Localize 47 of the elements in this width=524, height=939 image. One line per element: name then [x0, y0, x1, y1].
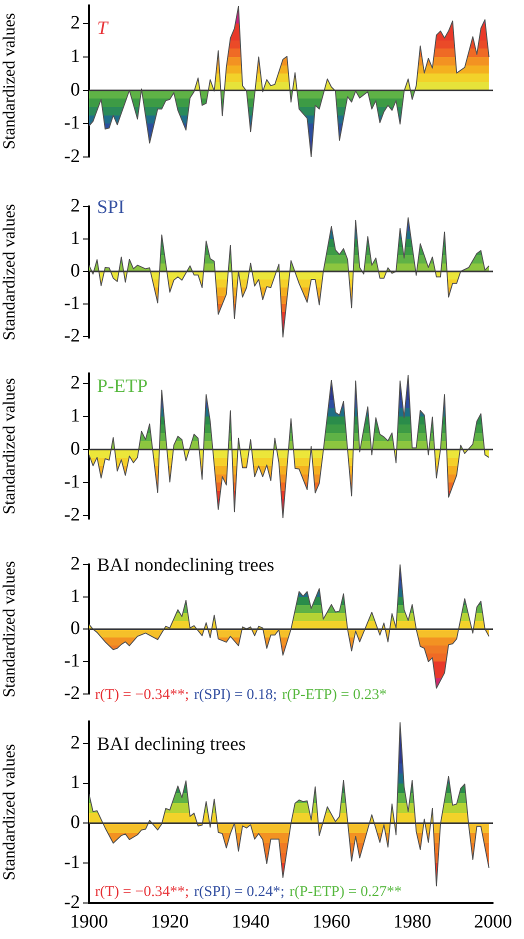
- y-tick-label: 2: [70, 732, 80, 754]
- y-tick-label: -1: [64, 471, 80, 492]
- y-tick-label: -1: [64, 852, 80, 873]
- y-axis-title: Standardized values: [0, 744, 19, 880]
- text: T: [97, 18, 108, 40]
- y-tick-label: -1: [64, 112, 80, 134]
- y-tick-label: 1: [70, 586, 80, 607]
- y-tick-label: 2: [70, 12, 80, 34]
- y-tick-label: -1: [64, 650, 80, 672]
- y-tick-label: 1: [70, 405, 80, 426]
- y-tick-label: -2: [64, 325, 80, 346]
- annotation: r(T) = −0.34**;: [95, 687, 189, 704]
- y-tick-label: 0: [70, 260, 80, 282]
- y-tick-label: 2: [70, 372, 80, 394]
- y-tick-label: 0: [70, 618, 80, 640]
- y-tick-label: 1: [70, 46, 80, 67]
- y-tick-label: 1: [70, 772, 80, 793]
- y-tick-label: -2: [64, 682, 80, 704]
- y-tick-label: 0: [70, 812, 80, 833]
- annotation: r(SPI) = 0.24*;: [194, 884, 285, 900]
- chart-title: BAI nondeclining trees: [97, 555, 274, 578]
- chart-title: P-ETP: [97, 376, 148, 398]
- y-tick-label: 0: [70, 79, 80, 100]
- x-tick-label: 1980: [393, 911, 432, 932]
- y-tick-label: -2: [64, 504, 80, 526]
- y-tick-label: 2: [70, 195, 80, 216]
- annotation: r(P-ETP) = 0.23*: [282, 687, 387, 704]
- x-tick-label: 1920: [150, 911, 189, 932]
- y-axis-title: Standardized values: [0, 12, 19, 150]
- x-tick-label: 1960: [312, 911, 350, 932]
- y-tick-label: 0: [70, 438, 80, 460]
- chart-title: SPI: [97, 197, 124, 220]
- x-tick-label: 1940: [232, 911, 270, 932]
- x-tick-label: 2000: [474, 911, 512, 932]
- annotation: r(SPI) = 0.18;: [194, 687, 278, 704]
- y-tick-label: 2: [70, 553, 80, 574]
- y-tick-label: -1: [64, 292, 80, 314]
- annotation: r(P-ETP) = 0.27**: [290, 884, 402, 900]
- text: BAI declining trees: [97, 734, 246, 756]
- y-tick-label: 1: [70, 228, 80, 249]
- y-axis-title: Standardized values: [0, 560, 19, 698]
- y-axis-title: Standardized values: [0, 378, 19, 514]
- y-tick-label: -2: [64, 146, 80, 167]
- y-tick-label: -2: [64, 892, 80, 913]
- y-axis-title: Standardized values: [0, 204, 19, 340]
- annotation: r(T) = −0.34**;: [95, 884, 189, 900]
- x-tick-label: 1900: [70, 911, 108, 932]
